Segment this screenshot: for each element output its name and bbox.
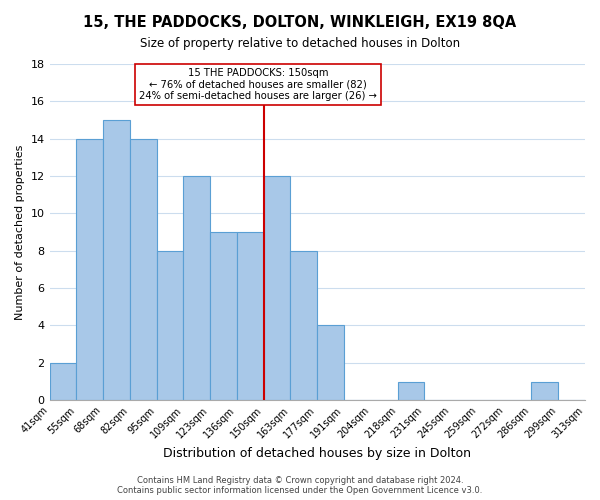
Bar (76, 138, 103, 400)
Bar (210, 232, 237, 400)
Bar (50, 363, 76, 400)
Bar (103, 120, 130, 400)
Bar (130, 138, 157, 400)
Bar (264, 176, 290, 400)
Y-axis label: Number of detached properties: Number of detached properties (15, 144, 25, 320)
Text: 15 THE PADDOCKS: 150sqm
← 76% of detached houses are smaller (82)
24% of semi-de: 15 THE PADDOCKS: 150sqm ← 76% of detache… (139, 68, 377, 101)
Text: Size of property relative to detached houses in Dolton: Size of property relative to detached ho… (140, 38, 460, 51)
X-axis label: Distribution of detached houses by size in Dolton: Distribution of detached houses by size … (163, 447, 471, 460)
Bar (290, 251, 317, 400)
Bar (532, 382, 558, 400)
Text: 15, THE PADDOCKS, DOLTON, WINKLEIGH, EX19 8QA: 15, THE PADDOCKS, DOLTON, WINKLEIGH, EX1… (83, 15, 517, 30)
Bar (157, 251, 184, 400)
Bar (317, 326, 344, 400)
Bar (237, 232, 264, 400)
Bar (184, 176, 210, 400)
Bar (398, 382, 424, 400)
Text: Contains HM Land Registry data © Crown copyright and database right 2024.
Contai: Contains HM Land Registry data © Crown c… (118, 476, 482, 495)
